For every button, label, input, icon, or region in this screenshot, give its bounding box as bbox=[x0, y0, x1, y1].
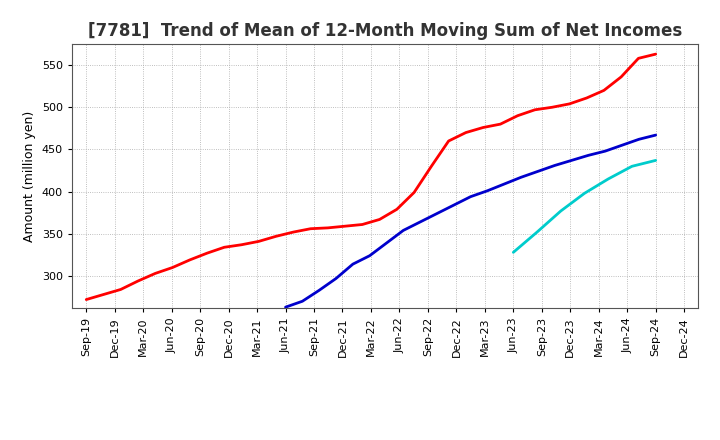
Y-axis label: Amount (million yen): Amount (million yen) bbox=[23, 110, 36, 242]
Title: [7781]  Trend of Mean of 12-Month Moving Sum of Net Incomes: [7781] Trend of Mean of 12-Month Moving … bbox=[88, 22, 683, 40]
